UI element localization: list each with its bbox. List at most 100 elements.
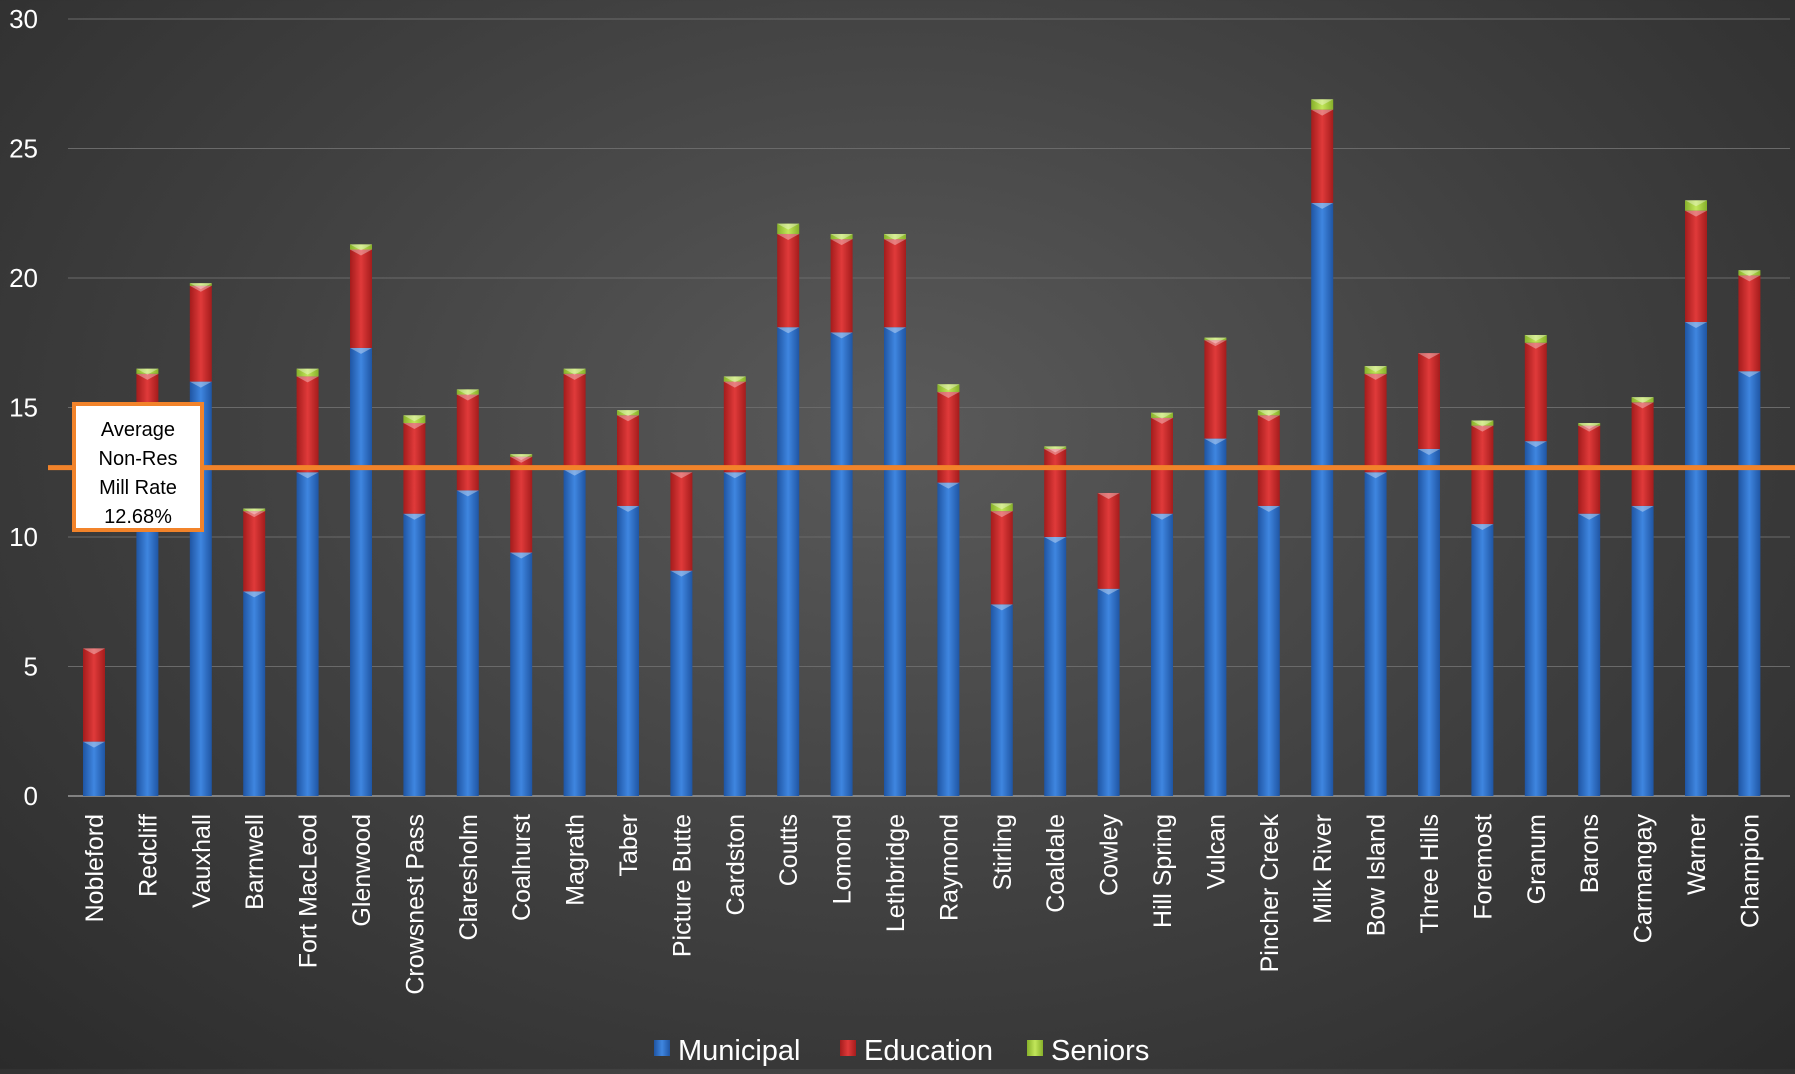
bar-segment-municipal (1685, 322, 1707, 796)
bar-segment-seniors (937, 384, 960, 392)
y-tick-label: 15 (9, 393, 38, 423)
bar-segment-education (617, 415, 639, 506)
bar-segment-cap (456, 389, 479, 396)
bar-segment-cap (1631, 397, 1654, 404)
bar-segment-cap (937, 384, 960, 391)
x-category-label: Bow Island (1363, 814, 1391, 936)
bar-segment-cap (510, 456, 533, 463)
bar-segment-cap (1097, 588, 1120, 595)
bar-segment-education (1311, 109, 1334, 203)
bar-segment-municipal (510, 552, 533, 796)
bar-segment-cap (1578, 513, 1601, 520)
bar-segment-cap (1685, 200, 1707, 207)
bar-segment-cap (1044, 448, 1067, 455)
bar-segment-cap (1204, 340, 1227, 347)
bar-segment-cap (1364, 373, 1387, 380)
x-axis-category-labels: Nobleford Redcliff Vauxhall Barnwell Fort Ma… (81, 814, 1764, 995)
bar-segment-cap (723, 472, 746, 479)
bar-segment-seniors (884, 233, 906, 240)
bar-segment-municipal (456, 490, 479, 796)
bar-segment-seniors (723, 376, 746, 382)
bar-segment-municipal (1311, 202, 1334, 796)
bar-segment-seniors (1311, 99, 1334, 110)
bar-segment-cap (456, 394, 479, 401)
bar-segment-cap (510, 552, 533, 559)
annotation-line: Average (101, 419, 175, 441)
bar-segment-education (350, 249, 372, 348)
bar-segment-education (83, 648, 105, 742)
x-category-label: Claresholm (455, 814, 483, 940)
bar-segment-education (884, 239, 906, 328)
x-category-label: Nobleford (81, 814, 109, 922)
x-category-label: Coutts (775, 814, 803, 886)
x-category-label: Carmangay (1630, 814, 1658, 944)
x-category-label: Cowley (1096, 814, 1124, 896)
legend-swatch-education (840, 1040, 856, 1056)
legend: Municipal Education Seniors (654, 1035, 1149, 1067)
x-category-label: Picture Butte (668, 814, 696, 957)
bar-segment-cap (83, 648, 105, 655)
bar-segment-cap (617, 415, 639, 422)
x-category-label: Granum (1523, 814, 1551, 904)
bar-segment-education (990, 511, 1013, 605)
bar-segment-municipal (1631, 505, 1654, 796)
bar-segment-cap (1418, 448, 1440, 455)
bar-segment-cap (1738, 270, 1761, 277)
x-category-label: Milk River (1309, 814, 1337, 924)
bar-segment-cap (1151, 412, 1173, 419)
bar-segment-cap (990, 511, 1013, 518)
bar-segment-cap (1151, 417, 1173, 424)
x-category-label: Coaldale (1042, 814, 1070, 913)
bar-segment-cap (1044, 537, 1067, 543)
bar-segment-education (189, 285, 212, 382)
bar-segment-cap (1097, 492, 1120, 499)
bar-segment-cap (1631, 402, 1654, 409)
bar-segment-cap (884, 239, 906, 246)
bar-segment-cap (243, 508, 266, 515)
bar-segment-education (830, 239, 853, 333)
bar-segment-cap (1044, 446, 1067, 453)
bar-segment-cap (1578, 423, 1601, 430)
bar-segment-municipal (1418, 448, 1440, 796)
bar-segment-municipal (884, 327, 906, 796)
bar-segment-municipal (937, 482, 960, 796)
bar-segment-cap (884, 233, 906, 240)
bar-segment-cap (1524, 342, 1547, 349)
bar-segment-cap (189, 283, 212, 290)
y-axis-tick-labels: 0 5 10 15 20 25 30 (9, 4, 38, 811)
bar-segment-education (1257, 415, 1280, 506)
bar-segment-cap (830, 332, 853, 339)
bar-segment-education (243, 511, 266, 592)
bar-segment-seniors (296, 368, 319, 377)
bar-segment-cap (1311, 202, 1334, 209)
legend-swatch-seniors (1027, 1040, 1043, 1056)
bar-segment-municipal (1364, 472, 1387, 796)
bar-segment-cap (563, 368, 586, 375)
bar-segment-cap (189, 285, 212, 292)
x-category-label: Hill Spring (1149, 814, 1177, 928)
x-category-label: Stirling (989, 814, 1017, 890)
bar-segment-cap (990, 503, 1013, 510)
bar-segment-seniors (1738, 270, 1761, 276)
x-category-label: Pincher Creek (1256, 814, 1284, 973)
bar-segment-municipal (83, 741, 105, 796)
bar-segment-municipal (243, 591, 266, 796)
bar-segment-seniors (777, 223, 800, 234)
bar-segment-cap (617, 505, 639, 512)
bar-segment-municipal (830, 332, 853, 796)
x-category-label: Glenwood (348, 814, 376, 927)
bar-segment-cap (1257, 505, 1280, 512)
bar-segment-cap (1204, 337, 1227, 344)
bar-segment-cap (1578, 425, 1601, 432)
bar-segment-municipal (296, 472, 319, 796)
bar-segment-municipal (1151, 513, 1173, 796)
bar-segment-education (510, 456, 533, 553)
x-category-label: Lethbridge (882, 814, 910, 932)
legend-swatch-municipal (654, 1040, 670, 1056)
x-category-label: Fort MacLeod (295, 814, 323, 968)
x-category-label: Redcliff (134, 814, 162, 897)
bar-segment-cap (350, 347, 372, 354)
bar-segment-cap (296, 472, 319, 479)
bar-segment-seniors (563, 368, 586, 374)
bar-segment-seniors (403, 415, 426, 424)
